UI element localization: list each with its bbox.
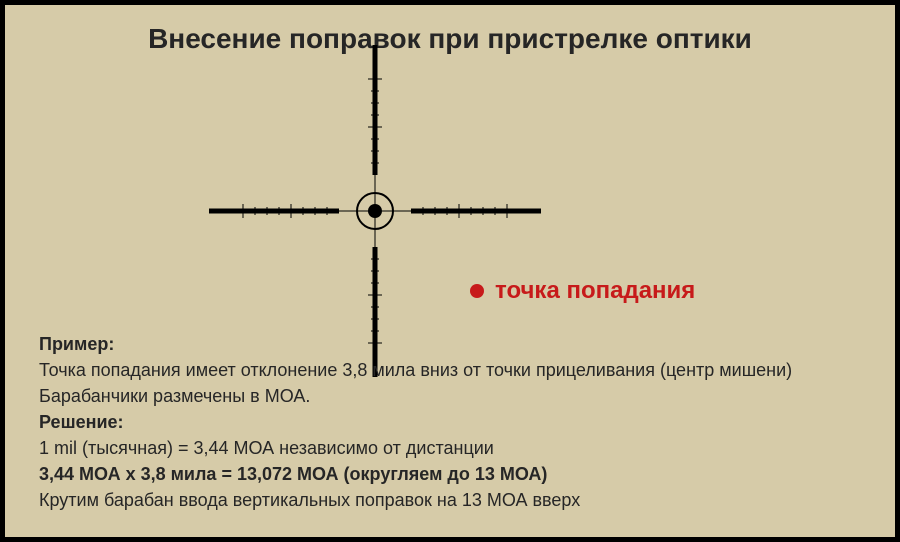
solution-line-3: Крутим барабан ввода вертикальных поправ… (39, 487, 861, 513)
example-heading: Пример: (39, 331, 861, 357)
solution-line-1: 1 mil (тысячная) = 3,44 МОА независимо о… (39, 435, 861, 461)
example-line-2: Барабанчики размечены в МОА. (39, 383, 861, 409)
impact-point-dot (470, 284, 484, 298)
example-line-1: Точка попадания имеет отклонение 3,8 мил… (39, 357, 861, 383)
solution-line-2: 3,44 МОА х 3,8 мила = 13,072 МОА (округл… (39, 461, 861, 487)
solution-heading: Решение: (39, 409, 861, 435)
example-text-block: Пример: Точка попадания имеет отклонение… (39, 331, 861, 513)
impact-point-label: точка попадания (495, 277, 695, 305)
card: Внесение поправок при пристрелке оптики … (0, 0, 900, 542)
